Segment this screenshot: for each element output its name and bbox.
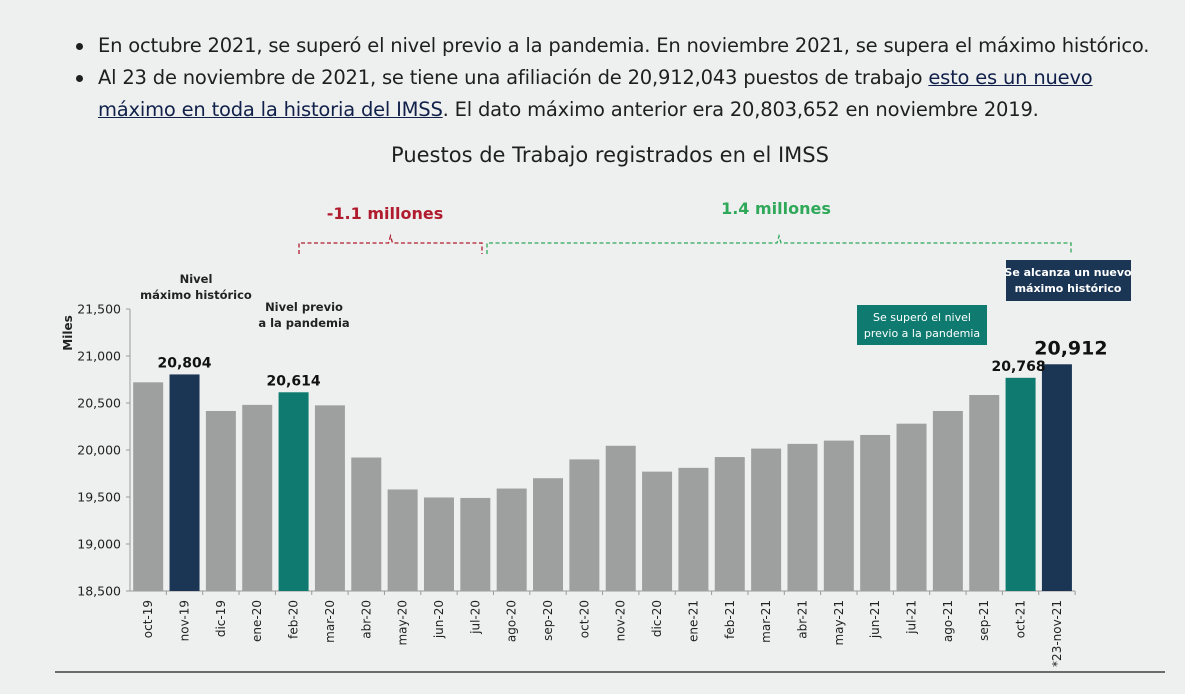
y-tick-label: 19,000 xyxy=(77,537,121,552)
y-tick-label: 20,000 xyxy=(77,443,121,458)
bar-mar-21 xyxy=(751,448,782,591)
x-tick-label: nov-19 xyxy=(178,600,192,641)
footer-divider xyxy=(55,671,1165,673)
x-tick-label: feb-20 xyxy=(287,600,301,639)
x-tick-label: *23-nov-21 xyxy=(1050,600,1064,667)
callout-prepandemic-box xyxy=(857,305,987,345)
bullet-text: Al 23 de noviembre de 2021, se tiene una… xyxy=(98,66,929,89)
prepandemic-note: a la pandemia xyxy=(258,316,349,330)
loss-bracket xyxy=(298,233,483,254)
x-tick-label: nov-20 xyxy=(614,600,628,641)
y-tick-label: 21,500 xyxy=(77,302,121,317)
y-tick-label: 20,500 xyxy=(77,396,121,411)
bar-ago-20 xyxy=(496,488,527,591)
x-tick-label: mar-21 xyxy=(759,600,773,643)
x-tick-label: oct-19 xyxy=(141,600,155,638)
x-tick-label: sep-21 xyxy=(977,600,991,641)
prepandemic-note: Nivel previo xyxy=(265,300,343,314)
x-tick-label: ago-20 xyxy=(505,600,519,642)
x-tick-label: ago-21 xyxy=(941,600,955,642)
x-tick-label: oct-20 xyxy=(577,600,591,638)
x-tick-label: may-21 xyxy=(832,600,846,646)
bar-nov-20 xyxy=(605,445,636,591)
callout-prepandemic-text: Se superó el nivel xyxy=(873,311,971,324)
bar-oct-19 xyxy=(133,382,164,591)
bar-mar-20 xyxy=(314,405,345,591)
bar-may-20 xyxy=(387,489,418,591)
bar-sep-20 xyxy=(533,478,564,591)
bar-dic-20 xyxy=(642,471,673,591)
callout-newmax-text: Se alcanza un nuevo xyxy=(1004,266,1132,279)
bullet-text: En octubre 2021, se superó el nivel prev… xyxy=(98,34,1150,57)
gain-label: 1.4 millones xyxy=(721,199,831,218)
y-axis-title: Miles xyxy=(61,315,75,350)
bullet-item: En octubre 2021, se superó el nivel prev… xyxy=(74,30,1174,62)
x-tick-label: jul-21 xyxy=(905,600,919,635)
x-tick-label: jun-20 xyxy=(432,600,446,639)
bullet-text: . El dato máximo anterior era 20,803,652… xyxy=(442,98,1039,121)
gain-bracket xyxy=(486,233,1072,254)
y-tick-label: 21,000 xyxy=(77,349,121,364)
bar-dic-19 xyxy=(205,410,236,591)
bar-23-nov-21 xyxy=(1041,364,1072,591)
y-tick-label: 18,500 xyxy=(77,584,121,599)
x-tick-label: dic-19 xyxy=(214,600,228,637)
bar-feb-20 xyxy=(278,392,309,591)
x-tick-label: feb-21 xyxy=(723,600,737,639)
bar-nov-19 xyxy=(169,374,200,591)
bar-may-21 xyxy=(823,440,854,591)
data-label: 20,804 xyxy=(158,355,212,371)
bar-sep-21 xyxy=(969,395,1000,591)
callout-newmax-text: máximo histórico xyxy=(1015,282,1122,295)
callout-prepandemic-text: previo a la pandemia xyxy=(864,327,980,340)
bar-abr-20 xyxy=(351,457,382,591)
bullet-list: En octubre 2021, se superó el nivel prev… xyxy=(74,30,1174,126)
data-label: 20,768 xyxy=(992,359,1046,375)
x-tick-label: mar-20 xyxy=(323,600,337,643)
bar-oct-20 xyxy=(569,459,600,591)
bullet-item: Al 23 de noviembre de 2021, se tiene una… xyxy=(74,62,1174,126)
x-tick-label: abr-20 xyxy=(359,600,373,639)
x-tick-label: jun-21 xyxy=(868,600,882,639)
callout-newmax-box xyxy=(1006,260,1131,301)
max-note: máximo histórico xyxy=(140,288,252,302)
bar-jul-20 xyxy=(460,497,491,591)
data-label: 20,912 xyxy=(1034,337,1107,359)
bar-ago-21 xyxy=(932,410,963,591)
max-note: Nivel xyxy=(180,272,213,286)
x-tick-label: abr-21 xyxy=(795,600,809,639)
bar-jul-21 xyxy=(896,423,927,591)
x-tick-label: ene-21 xyxy=(686,600,700,642)
bar-oct-21 xyxy=(1005,377,1036,591)
chart-title: Puestos de Trabajo registrados en el IMS… xyxy=(391,143,829,167)
bar-abr-21 xyxy=(787,443,818,591)
x-tick-label: jul-20 xyxy=(468,600,482,635)
loss-label: -1.1 millones xyxy=(327,204,443,223)
data-label: 20,614 xyxy=(267,373,321,389)
bar-jun-20 xyxy=(423,497,454,591)
bullet-underlined-text: esto es un nuevo máximo en toda la histo… xyxy=(98,66,1093,121)
x-tick-label: sep-20 xyxy=(541,600,555,641)
y-tick-label: 19,500 xyxy=(77,490,121,505)
x-tick-label: oct-21 xyxy=(1014,600,1028,638)
x-tick-label: may-20 xyxy=(396,600,410,646)
bar-ene-20 xyxy=(242,404,273,591)
bar-feb-21 xyxy=(714,457,745,591)
bar-jun-21 xyxy=(860,434,891,591)
x-tick-label: dic-20 xyxy=(650,600,664,637)
bar-ene-21 xyxy=(678,467,709,591)
x-tick-label: ene-20 xyxy=(250,600,264,642)
